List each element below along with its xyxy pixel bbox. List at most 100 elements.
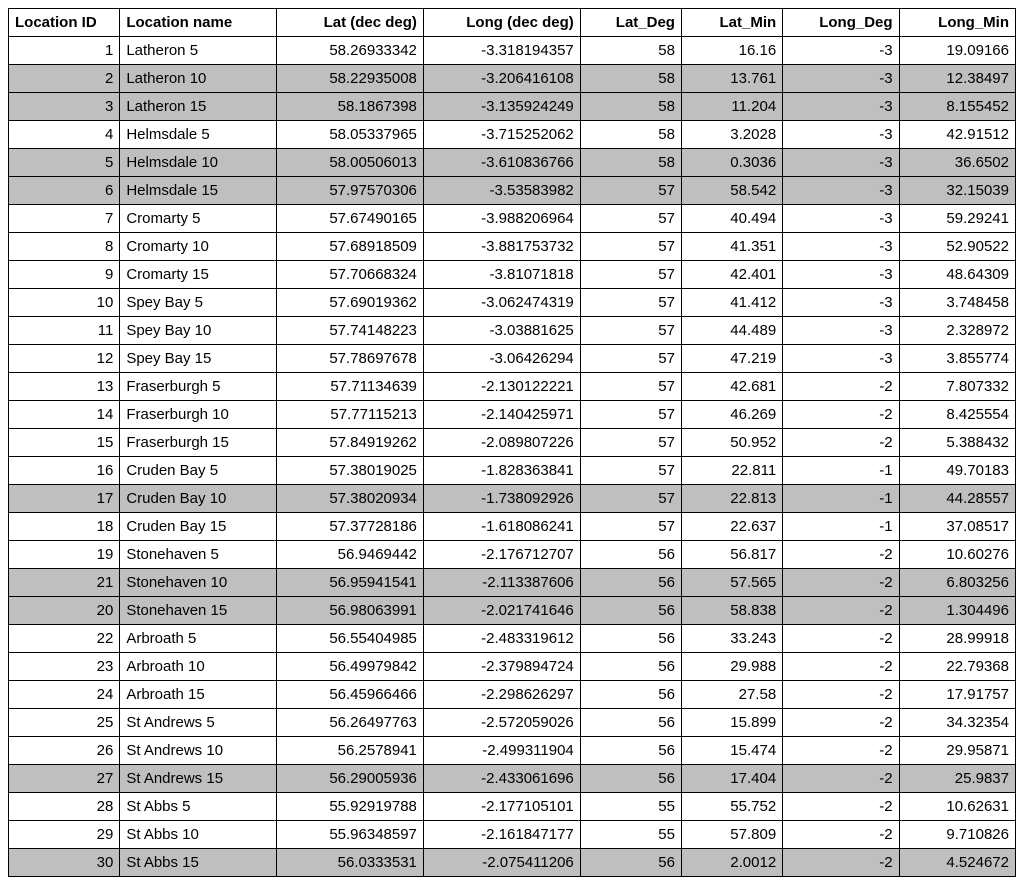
table-cell: Spey Bay 15 [120,345,277,373]
table-header: Location IDLocation nameLat (dec deg)Lon… [9,9,1016,37]
table-cell: 58.22935008 [277,65,424,93]
table-cell: 17.91757 [899,681,1015,709]
table-cell: St Abbs 10 [120,821,277,849]
table-cell: Latheron 10 [120,65,277,93]
table-cell: 27 [9,765,120,793]
table-cell: -3.135924249 [423,93,580,121]
table-row: 19Stonehaven 556.9469442-2.1767127075656… [9,541,1016,569]
table-cell: Stonehaven 15 [120,597,277,625]
table-cell: -3 [783,93,899,121]
table-cell: Helmsdale 15 [120,177,277,205]
table-cell: 46.269 [681,401,782,429]
table-cell: -3 [783,205,899,233]
table-cell: 56.95941541 [277,569,424,597]
column-header: Long_Min [899,9,1015,37]
table-cell: -3.318194357 [423,37,580,65]
table-cell: 10 [9,289,120,317]
table-cell: -2 [783,373,899,401]
table-cell: Cromarty 10 [120,233,277,261]
table-cell: 57.84919262 [277,429,424,457]
table-cell: 30 [9,849,120,877]
table-cell: 42.91512 [899,121,1015,149]
table-cell: 56 [580,681,681,709]
table-cell: Latheron 15 [120,93,277,121]
table-row: 14Fraserburgh 1057.77115213-2.1404259715… [9,401,1016,429]
table-cell: -2.499311904 [423,737,580,765]
table-cell: 57.68918509 [277,233,424,261]
table-row: 15Fraserburgh 1557.84919262-2.0898072265… [9,429,1016,457]
table-cell: 47.219 [681,345,782,373]
table-cell: Fraserburgh 15 [120,429,277,457]
table-cell: 55.92919788 [277,793,424,821]
table-cell: 41.351 [681,233,782,261]
table-cell: 57 [580,401,681,429]
table-cell: -2.176712707 [423,541,580,569]
table-cell: -3.610836766 [423,149,580,177]
table-cell: -2 [783,597,899,625]
table-cell: 3.748458 [899,289,1015,317]
table-cell: 15.474 [681,737,782,765]
table-cell: 58 [580,65,681,93]
table-cell: 16.16 [681,37,782,65]
table-cell: Cromarty 5 [120,205,277,233]
table-cell: 28.99918 [899,625,1015,653]
table-row: 4Helmsdale 558.05337965-3.715252062583.2… [9,121,1016,149]
table-cell: 22.79368 [899,653,1015,681]
table-row: 1Latheron 558.26933342-3.3181943575816.1… [9,37,1016,65]
table-cell: -3.881753732 [423,233,580,261]
table-cell: 4 [9,121,120,149]
table-row: 23Arbroath 1056.49979842-2.3798947245629… [9,653,1016,681]
table-cell: 56 [580,569,681,597]
table-cell: 9 [9,261,120,289]
table-cell: 3 [9,93,120,121]
table-cell: 56.26497763 [277,709,424,737]
table-row: 21Stonehaven 1056.95941541-2.11338760656… [9,569,1016,597]
table-cell: 58.542 [681,177,782,205]
table-cell: 1 [9,37,120,65]
table-cell: Cruden Bay 5 [120,457,277,485]
table-cell: 57.67490165 [277,205,424,233]
table-cell: 29.988 [681,653,782,681]
table-cell: 37.08517 [899,513,1015,541]
table-cell: 57 [580,513,681,541]
table-cell: 2.0012 [681,849,782,877]
table-cell: -2 [783,541,899,569]
table-cell: -2 [783,765,899,793]
table-cell: 59.29241 [899,205,1015,233]
table-cell: 6.803256 [899,569,1015,597]
table-row: 3Latheron 1558.1867398-3.1359242495811.2… [9,93,1016,121]
table-cell: 57 [580,457,681,485]
column-header: Lat_Deg [580,9,681,37]
table-cell: Fraserburgh 10 [120,401,277,429]
table-cell: 57.565 [681,569,782,597]
table-cell: 56 [580,849,681,877]
table-cell: 58 [580,149,681,177]
table-row: 26St Andrews 1056.2578941-2.499311904561… [9,737,1016,765]
table-row: 20Stonehaven 1556.98063991-2.02174164656… [9,597,1016,625]
table-cell: St Andrews 5 [120,709,277,737]
table-cell: 20 [9,597,120,625]
table-cell: 57.78697678 [277,345,424,373]
table-cell: 56 [580,625,681,653]
table-cell: -1 [783,513,899,541]
table-cell: -2.075411206 [423,849,580,877]
table-cell: 19.09166 [899,37,1015,65]
table-cell: Helmsdale 10 [120,149,277,177]
table-cell: 10.62631 [899,793,1015,821]
table-cell: -3 [783,177,899,205]
table-cell: 57.71134639 [277,373,424,401]
table-cell: -2 [783,821,899,849]
table-cell: -1.738092926 [423,485,580,513]
table-cell: 4.524672 [899,849,1015,877]
table-cell: 57.809 [681,821,782,849]
table-row: 18Cruden Bay 1557.37728186-1.61808624157… [9,513,1016,541]
table-cell: 22 [9,625,120,653]
table-cell: 7 [9,205,120,233]
table-cell: 58.1867398 [277,93,424,121]
table-cell: Cruden Bay 10 [120,485,277,513]
table-cell: 26 [9,737,120,765]
table-cell: -3.53583982 [423,177,580,205]
table-cell: 57 [580,205,681,233]
table-cell: 8 [9,233,120,261]
table-cell: 56 [580,653,681,681]
